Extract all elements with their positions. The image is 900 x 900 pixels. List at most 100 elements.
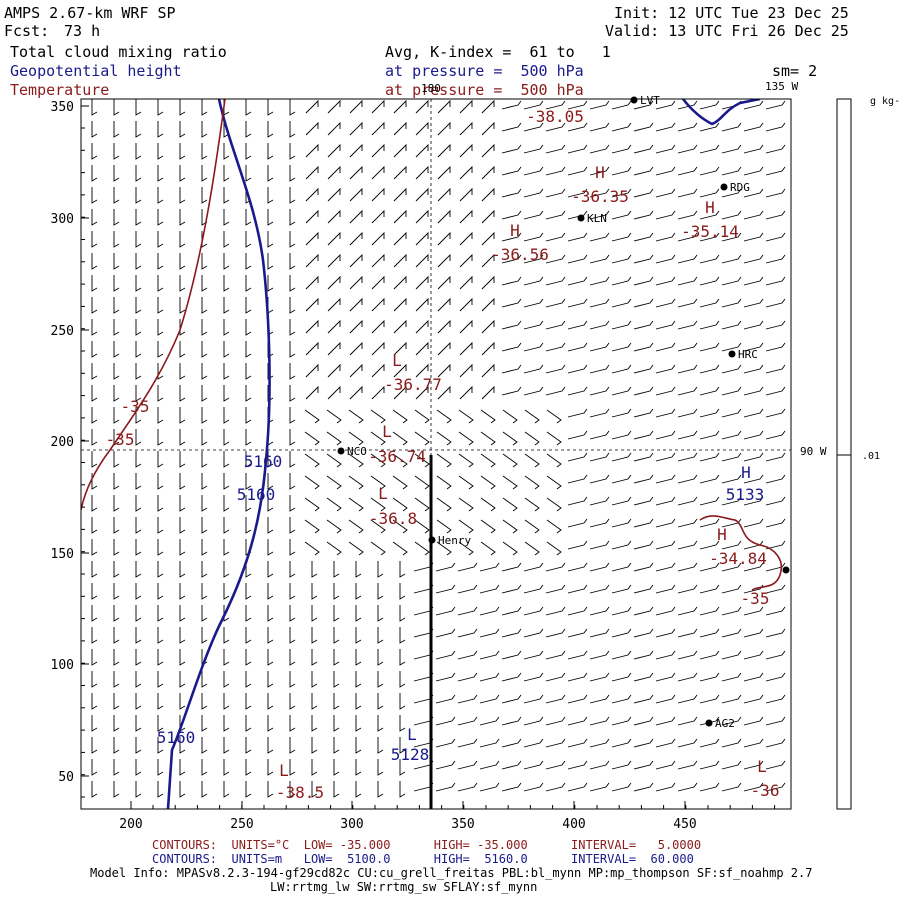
wind-barb (91, 671, 98, 688)
wind-barb (393, 231, 407, 246)
wind-barb (480, 497, 496, 512)
wind-barb (113, 671, 120, 688)
wind-barb (721, 320, 742, 330)
wind-barb (589, 496, 610, 506)
wind-barb (655, 628, 676, 638)
wind-barb (245, 693, 252, 710)
wind-barb (765, 254, 786, 264)
height-label: 5160 (237, 485, 276, 504)
wind-barb (91, 385, 98, 402)
wind-barb (765, 232, 786, 242)
wind-barb (157, 253, 164, 270)
wind-barb (523, 760, 544, 770)
wind-barb (179, 385, 186, 402)
wind-barb (436, 453, 452, 468)
wind-barb (326, 431, 342, 446)
wind-barb (501, 606, 522, 616)
wind-barb (393, 165, 407, 180)
wind-barb (677, 760, 698, 770)
wind-barb (523, 298, 544, 308)
wind-barb (179, 627, 186, 644)
y-tick-label: 200 (51, 435, 74, 450)
wind-barb (415, 363, 429, 378)
wind-barb (135, 495, 142, 512)
wind-barb (311, 737, 318, 754)
wind-barb (267, 561, 274, 578)
wind-barb (765, 342, 786, 352)
wind-barb (501, 166, 522, 176)
wind-barb (765, 408, 786, 418)
wind-barb (677, 584, 698, 594)
wind-barb (179, 165, 186, 182)
station-dot (337, 447, 345, 455)
wind-barb (567, 672, 588, 682)
wind-barb (113, 781, 120, 798)
wind-barb (437, 165, 451, 180)
wind-barb (502, 541, 518, 556)
wind-barb (157, 121, 164, 138)
station-dot (428, 536, 436, 544)
wind-barb (677, 628, 698, 638)
wind-barb (743, 628, 764, 638)
wind-barb (437, 363, 451, 378)
wind-barb (113, 209, 120, 226)
wind-barb (327, 209, 341, 224)
wind-barb (611, 452, 632, 462)
wind-barb (245, 165, 252, 182)
wind-barb (611, 298, 632, 308)
wind-barb (567, 298, 588, 308)
wind-barb (267, 495, 274, 512)
wind-barb (611, 562, 632, 572)
wind-barb (677, 320, 698, 330)
wind-barb (399, 715, 406, 732)
wind-barb (567, 760, 588, 770)
wind-barb (113, 473, 120, 490)
wind-barb (327, 253, 341, 268)
wind-barb (327, 187, 341, 202)
wind-barb (611, 430, 632, 440)
wind-barb (371, 297, 385, 312)
wind-barb (201, 275, 208, 292)
wind-barb (523, 694, 544, 704)
wind-barb (437, 187, 451, 202)
wind-barb (289, 583, 296, 600)
wind-barb (415, 187, 429, 202)
wind-barb (179, 209, 186, 226)
wind-barb (327, 363, 341, 378)
wind-barb (327, 165, 341, 180)
wind-barb (589, 540, 610, 550)
wind-barb (743, 386, 764, 396)
wind-barb (157, 649, 164, 666)
wind-barb (743, 276, 764, 286)
wind-barb (567, 254, 588, 264)
wind-barb (743, 672, 764, 682)
wind-barb (677, 166, 698, 176)
wind-barb (113, 451, 120, 468)
wind-barb (523, 650, 544, 660)
wind-barb (333, 671, 340, 688)
wind-barb (245, 649, 252, 666)
wind-barb (567, 540, 588, 550)
wind-barb (677, 342, 698, 352)
wind-barb (765, 166, 786, 176)
wind-barb (633, 628, 654, 638)
wind-barb (567, 100, 588, 110)
wind-barb (677, 408, 698, 418)
wind-barb (699, 540, 720, 550)
wind-barb (91, 231, 98, 248)
wind-barb (267, 121, 274, 138)
wind-barb (765, 628, 786, 638)
wind-barb (611, 408, 632, 418)
wind-barb (377, 737, 384, 754)
wind-barb (399, 605, 406, 622)
wind-barb (699, 518, 720, 528)
wind-barb (135, 693, 142, 710)
wind-barb (481, 275, 495, 290)
wind-barb (721, 760, 742, 770)
wind-barb (179, 451, 186, 468)
wind-barb (523, 672, 544, 682)
height-label: 5160 (244, 452, 283, 471)
high-marker: H (741, 463, 751, 482)
wind-barb (699, 782, 720, 792)
wind-barb (545, 672, 566, 682)
